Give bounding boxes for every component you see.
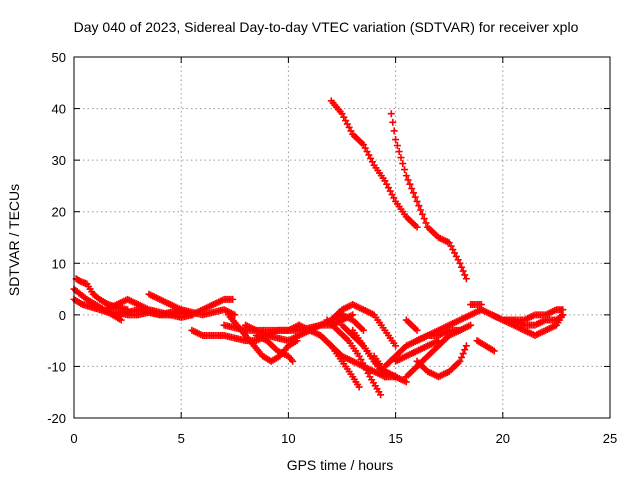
y-tick-label: -10	[47, 359, 66, 374]
series-arc-m	[317, 331, 363, 391]
x-tick-label: 0	[70, 431, 77, 446]
series-arc-s	[370, 352, 400, 381]
y-tick-label: 50	[52, 50, 66, 65]
y-tick-label: 40	[52, 102, 66, 117]
data-point	[458, 353, 466, 361]
data-point	[459, 267, 467, 275]
x-axis-label: GPS time / hours	[287, 457, 394, 473]
data-point	[392, 373, 400, 381]
data-point	[387, 110, 395, 118]
data-point	[462, 342, 470, 350]
series-arc-ab	[467, 301, 485, 309]
y-tick-label: 30	[52, 153, 66, 168]
data-point	[406, 180, 414, 188]
data-point	[408, 185, 416, 193]
data-point	[459, 350, 467, 358]
data-point	[417, 206, 425, 214]
grid	[74, 57, 610, 418]
x-tick-label: 15	[388, 431, 402, 446]
data-point	[413, 223, 421, 231]
data-point	[559, 306, 567, 314]
data-point	[401, 166, 409, 174]
data-point	[377, 391, 385, 399]
data-point	[117, 316, 125, 324]
x-tick-label: 25	[603, 431, 617, 446]
chart-title: Day 040 of 2023, Sidereal Day-to-day VTE…	[74, 19, 579, 35]
data-point	[409, 189, 417, 197]
data-point	[456, 259, 464, 267]
data-layer	[70, 97, 567, 399]
data-point	[397, 154, 405, 162]
data-point	[359, 326, 367, 334]
x-tick-label: 10	[281, 431, 295, 446]
data-point	[413, 326, 421, 334]
series-arc-ac	[473, 337, 498, 355]
y-axis-label: SDTVAR / TECUs	[6, 184, 22, 296]
data-point	[392, 136, 400, 144]
data-point	[389, 118, 397, 126]
data-point	[420, 215, 428, 223]
y-tick-label: 20	[52, 205, 66, 220]
data-point	[229, 295, 237, 303]
data-point	[390, 127, 398, 135]
data-point	[411, 193, 419, 201]
data-point	[458, 263, 466, 271]
axis-ticks: 0 5 10 15 20 25 -20 -10 0 10 20 30 40 50	[47, 50, 617, 446]
data-point	[462, 275, 470, 283]
data-point	[393, 142, 401, 150]
data-point	[404, 176, 412, 184]
y-tick-label: 10	[52, 256, 66, 271]
series-arc-aa	[387, 110, 470, 283]
series-arc-af	[499, 306, 567, 324]
series-arc-y	[402, 316, 421, 334]
data-point	[418, 210, 426, 218]
data-point	[402, 172, 410, 180]
data-point	[289, 357, 297, 365]
series-arc-x	[413, 342, 470, 381]
plot-frame	[73, 56, 611, 419]
series-arc-z	[327, 97, 421, 231]
series-arc-f	[145, 290, 237, 319]
x-tick-label: 5	[178, 431, 185, 446]
series-arc-n	[323, 316, 385, 399]
series-arc-w	[413, 306, 485, 345]
data-point	[392, 342, 400, 350]
data-point	[461, 346, 469, 354]
series-arc-t	[392, 337, 442, 365]
data-point	[456, 326, 464, 334]
series-arc-o	[327, 301, 400, 350]
x-tick-label: 20	[496, 431, 510, 446]
data-point	[415, 202, 423, 210]
data-point	[456, 357, 464, 365]
data-point	[467, 321, 475, 329]
y-tick-label: -20	[47, 411, 66, 426]
data-point	[355, 383, 363, 391]
data-point	[399, 160, 407, 168]
data-point	[461, 271, 469, 279]
data-point	[231, 311, 239, 319]
data-point	[395, 148, 403, 156]
data-point	[490, 347, 498, 355]
data-point	[413, 197, 421, 205]
y-tick-label: 0	[59, 308, 66, 323]
data-point	[422, 219, 430, 227]
